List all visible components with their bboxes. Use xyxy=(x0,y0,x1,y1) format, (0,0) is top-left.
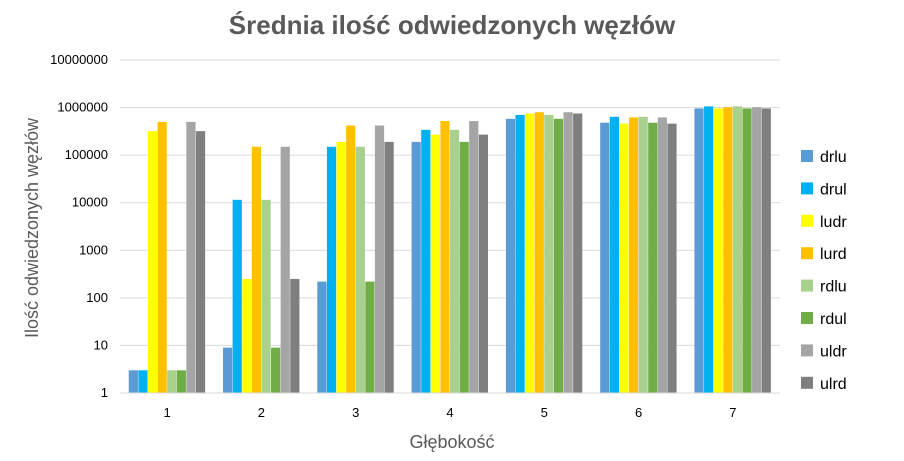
legend-swatch-drul xyxy=(801,182,813,195)
bar-drul-2 xyxy=(232,199,242,393)
x-tick-label: 7 xyxy=(729,405,736,420)
bar-uldr-6 xyxy=(657,117,667,393)
bar-uldr-3 xyxy=(374,125,385,394)
y-axis-ticks: 1 10 100 1000 10000 100000 1000000 10000000 xyxy=(50,52,108,400)
bar-ulrd-1 xyxy=(195,131,206,393)
legend-label-ulrd: ulrd xyxy=(820,376,847,393)
bar-ulrd-7 xyxy=(761,108,771,394)
legend: drlu drul ludr lurd rdlu rdul uldr ulrd xyxy=(801,149,847,393)
y-tick-label: 10 xyxy=(94,337,108,352)
legend-label-drul: drul xyxy=(820,181,847,198)
legend-label-rdul: rdul xyxy=(820,311,847,328)
bar-drlu-5 xyxy=(505,118,516,393)
x-tick-label: 5 xyxy=(541,405,548,420)
bar-ludr-3 xyxy=(336,141,346,393)
legend-swatch-uldr xyxy=(801,344,813,357)
legend-label-rdlu: rdlu xyxy=(820,279,847,296)
legend-label-lurd: lurd xyxy=(820,246,847,263)
legend-swatch-ludr xyxy=(801,214,813,227)
bar-lurd-1 xyxy=(157,121,167,394)
y-tick-label: 10000 xyxy=(72,195,108,210)
legend-swatch-rdul xyxy=(801,312,813,324)
bar-drlu-2 xyxy=(223,347,233,393)
bar-lurd-5 xyxy=(534,112,544,393)
bar-lurd-2 xyxy=(251,146,262,393)
x-tick-label: 3 xyxy=(352,405,359,420)
legend-label-uldr: uldr xyxy=(820,343,847,360)
bar-rdul-6 xyxy=(648,122,658,394)
bar-rdlu-4 xyxy=(450,129,460,393)
x-axis-label: Głębokość xyxy=(409,432,494,452)
bar-rdul-5 xyxy=(553,118,564,393)
bar-ludr-4 xyxy=(430,134,440,394)
bar-lurd-6 xyxy=(628,117,639,393)
bar-drul-6 xyxy=(609,116,619,394)
bar-rdlu-1 xyxy=(167,370,177,393)
legend-swatch-ulrd xyxy=(801,376,813,389)
bar-drlu-3 xyxy=(317,281,327,393)
y-tick-label: 1000000 xyxy=(57,100,108,115)
bar-lurd-4 xyxy=(440,121,450,394)
chart-title: Średnia ilość odwiedzonych węzłów xyxy=(229,10,676,40)
bar-ulrd-5 xyxy=(573,113,583,393)
bar-uldr-5 xyxy=(563,112,573,393)
bar-rdlu-6 xyxy=(638,116,648,394)
x-tick-label: 4 xyxy=(446,405,453,420)
x-tick-label: 6 xyxy=(635,405,642,420)
bar-drlu-1 xyxy=(128,370,138,393)
bar-ulrd-6 xyxy=(667,123,677,394)
bar-uldr-2 xyxy=(280,146,290,393)
y-tick-label: 100 xyxy=(86,290,108,305)
y-tick-label: 100000 xyxy=(65,147,108,162)
y-tick-label: 1 xyxy=(101,385,108,400)
legend-label-drlu: drlu xyxy=(820,149,847,166)
bar-ulrd-3 xyxy=(384,141,394,393)
bar-ludr-7 xyxy=(713,108,723,394)
bar-lurd-7 xyxy=(723,107,733,394)
bar-ludr-1 xyxy=(147,131,158,393)
x-axis-ticks: 1 2 3 4 5 6 7 xyxy=(164,405,737,420)
bar-lurd-3 xyxy=(346,125,356,394)
x-tick-label: 2 xyxy=(258,405,265,420)
bar-ludr-5 xyxy=(525,113,535,393)
bar-rdul-7 xyxy=(742,108,752,394)
bar-drlu-7 xyxy=(694,108,704,394)
bar-drul-4 xyxy=(421,129,431,393)
bar-ludr-2 xyxy=(242,278,252,393)
legend-swatch-drlu xyxy=(801,150,813,162)
x-tick-label: 1 xyxy=(164,405,171,420)
legend-swatch-lurd xyxy=(801,247,813,260)
bar-rdul-1 xyxy=(176,370,186,393)
bar-ulrd-4 xyxy=(478,134,488,394)
bar-drul-1 xyxy=(138,370,148,393)
bar-rdul-3 xyxy=(365,281,375,393)
bar-ulrd-2 xyxy=(290,278,300,393)
bar-drlu-4 xyxy=(411,141,421,393)
bar-drul-3 xyxy=(326,146,337,393)
bar-uldr-4 xyxy=(469,121,479,394)
bars xyxy=(128,106,771,394)
bar-rdlu-5 xyxy=(544,114,554,393)
bar-uldr-7 xyxy=(752,107,762,394)
bar-rdlu-7 xyxy=(732,106,743,394)
bar-ludr-6 xyxy=(619,123,629,394)
y-tick-label: 1000 xyxy=(79,242,108,257)
bar-rdul-2 xyxy=(271,347,281,393)
bar-uldr-1 xyxy=(186,121,196,394)
bar-drul-5 xyxy=(515,114,525,393)
bar-rdlu-3 xyxy=(355,146,365,393)
y-tick-label: 10000000 xyxy=(50,52,108,67)
bar-rdlu-2 xyxy=(261,199,271,393)
bar-rdul-4 xyxy=(459,141,469,393)
bar-drul-7 xyxy=(704,106,714,394)
y-axis-label: Ilość odwiedzonych węzłów xyxy=(22,117,42,338)
legend-label-ludr: ludr xyxy=(820,214,847,231)
bar-drlu-6 xyxy=(600,122,610,394)
legend-swatch-rdlu xyxy=(801,279,813,292)
